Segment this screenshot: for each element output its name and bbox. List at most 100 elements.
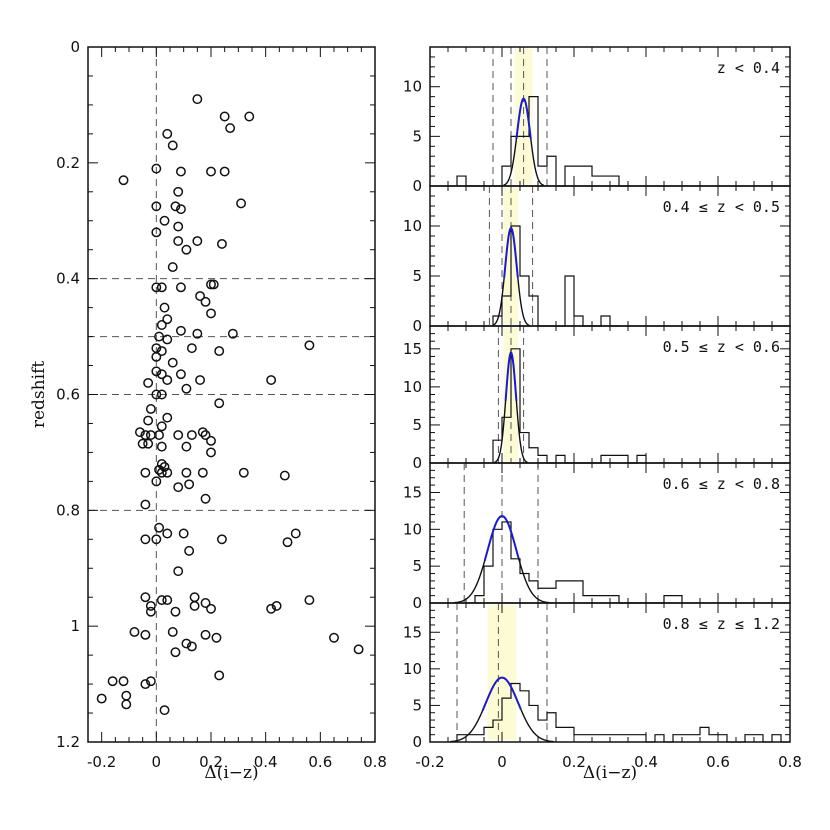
data-point (170, 647, 181, 658)
data-point (173, 430, 184, 440)
data-point (170, 201, 181, 212)
gaussian-fit-core (504, 351, 518, 401)
x-axis-label: Δ(i−z) (204, 763, 258, 783)
data-point (167, 140, 178, 151)
y-tick-label: 0 (412, 733, 422, 751)
data-point (145, 404, 156, 414)
data-point (151, 351, 162, 362)
data-point (181, 244, 192, 255)
y-tick-label: 5 (412, 696, 422, 714)
data-point (143, 415, 154, 426)
data-point (181, 383, 192, 394)
data-point (159, 461, 170, 472)
x-tick-label: 0.6 (308, 753, 332, 771)
data-point (173, 566, 184, 577)
y-tick-label: 0.6 (56, 386, 80, 404)
data-point (200, 629, 211, 640)
data-point (151, 163, 162, 174)
data-point (271, 600, 282, 611)
data-point (129, 627, 140, 637)
y-tick-label: 0.2 (56, 154, 80, 172)
data-point (151, 227, 162, 238)
sigma-band (514, 49, 533, 184)
data-point (238, 467, 249, 478)
data-point (173, 236, 184, 246)
data-point (145, 600, 156, 611)
data-point (184, 545, 195, 556)
x-tick-label: 0.4 (254, 753, 278, 771)
data-point (290, 528, 301, 539)
data-point (162, 314, 173, 325)
data-point (353, 644, 364, 655)
data-point (189, 600, 200, 611)
y-tick-label: 10 (403, 660, 422, 678)
data-point (214, 670, 225, 681)
redshift-bin-label: 0.6 ≤ z < 0.8 (663, 475, 780, 493)
data-point (134, 427, 145, 438)
data-point (192, 328, 203, 339)
data-point (156, 467, 167, 478)
data-point (151, 534, 162, 545)
data-point (151, 366, 162, 377)
y-tick-label: 0 (70, 38, 80, 56)
data-point (154, 430, 165, 440)
data-point (181, 638, 192, 649)
x-tick-label: 0.2 (199, 753, 223, 771)
data-point (175, 166, 186, 177)
x-tick-label: 0 (152, 753, 162, 771)
data-point (195, 375, 206, 385)
data-point (156, 595, 167, 606)
data-point (192, 94, 203, 105)
histogram-panels: 0 5 10 z < 0.4 0 5 10 0.4 ≤ z < 0.5 0 5 10 15 0.5 ≤ … (403, 46, 802, 783)
histogram-bars (492, 348, 647, 464)
data-point (178, 528, 189, 539)
data-point (211, 632, 222, 643)
data-point (175, 282, 186, 293)
y-tick-label: 15 (403, 623, 422, 641)
y-axis-label: redshift (29, 361, 49, 428)
data-point (140, 679, 151, 690)
y-tick-label: 5 (412, 127, 422, 145)
data-point (175, 325, 186, 336)
y-tick-label: 10 (403, 520, 422, 538)
data-point (200, 430, 211, 440)
x-axis-label: Δ(i−z) (583, 763, 637, 783)
y-tick-label: 0 (412, 177, 422, 195)
data-point (181, 441, 192, 452)
data-point (145, 676, 156, 687)
y-tick-label: 0 (412, 594, 422, 612)
y-tick-label: 1 (70, 617, 80, 635)
data-point (266, 603, 277, 614)
data-point (118, 676, 129, 687)
histogram-panel: 0 5 10 0.4 ≤ z < 0.5 (403, 185, 791, 335)
data-point (167, 262, 178, 273)
data-point (118, 175, 129, 186)
data-point (162, 334, 173, 345)
redshift-bin-label: 0.5 ≤ z < 0.6 (663, 338, 780, 356)
data-point (206, 435, 216, 446)
data-point (175, 204, 186, 215)
data-point (208, 279, 219, 290)
data-point (200, 598, 211, 608)
redshift-bin-label: 0.4 ≤ z < 0.5 (663, 198, 780, 216)
data-point (140, 534, 151, 545)
data-point (200, 296, 211, 307)
data-point (184, 479, 195, 490)
redshift-scatter-panel: -0.2 0 0.2 0.4 0.6 0.8 0 0.2 0.4 0.6 0.8 1 1.2 Δ(i−z)… (29, 38, 387, 783)
data-point (151, 282, 162, 293)
y-tick-label: 1.2 (56, 733, 80, 751)
y-tick-label: 0.8 (56, 501, 80, 519)
gaussian-fit-core (483, 515, 520, 561)
data-point (197, 467, 208, 478)
data-point (282, 537, 293, 548)
data-point (159, 705, 170, 716)
data-point (140, 629, 151, 640)
x-tick-label: -0.2 (415, 753, 444, 771)
data-point (192, 236, 203, 246)
histogram-bars (456, 96, 628, 187)
histogram-panel: 0 5 10 15 0.8 ≤ z ≤ 1.2 (403, 602, 791, 751)
data-point (159, 302, 170, 313)
data-point (156, 389, 167, 400)
gaussian-fit-core (503, 227, 519, 278)
data-point (279, 470, 290, 481)
